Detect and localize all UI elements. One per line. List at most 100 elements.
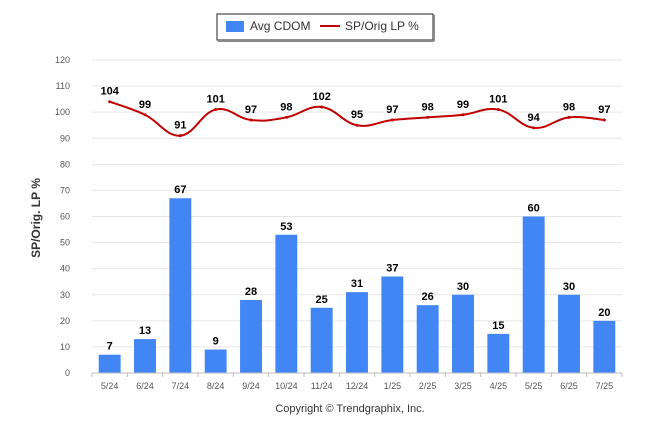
bar-data-label: 13 (139, 325, 151, 337)
legend-bar-label: Avg CDOM (250, 19, 310, 33)
bar (310, 307, 333, 373)
x-tick-label: 4/25 (490, 381, 508, 391)
y-tick-label: 10 (60, 342, 70, 352)
bar (416, 305, 439, 373)
copyright-text: Copyright © Trendgraphix, Inc. (275, 403, 424, 415)
data-labels: 7 13 67 9 28 53 25 31 37 26 30 15 60 30 20 104 99 91 101 97… (100, 86, 610, 353)
x-tick-label: 11/24 (311, 381, 333, 391)
y-tick-label: 60 (60, 212, 70, 222)
line-point (532, 126, 536, 130)
line-data-label: 101 (206, 94, 224, 106)
y-tick-label: 110 (56, 81, 70, 91)
bar-data-label: 30 (457, 281, 469, 293)
bar (381, 276, 404, 373)
y-tick-label: 0 (65, 368, 70, 378)
x-tick-label: 1/25 (384, 381, 402, 391)
bar-data-label: 67 (174, 184, 186, 196)
line-data-label: 99 (457, 99, 469, 111)
bar-data-label: 25 (316, 294, 328, 306)
bar-data-label: 26 (422, 291, 434, 303)
bar-data-label: 20 (598, 307, 610, 319)
x-tick-label: 7/24 (172, 381, 190, 391)
bar-data-label: 31 (351, 278, 363, 290)
line-data-label: 104 (100, 86, 119, 98)
y-tick-label: 90 (60, 133, 70, 143)
bar (346, 292, 368, 373)
line-series-sp-orig-lp (108, 100, 606, 138)
axes: 0 10 20 30 40 50 60 70 80 90 100 110 120 5/24 6/24 7/24… (55, 55, 623, 391)
y-tick-label: 70 (60, 185, 70, 195)
line-data-label: 97 (598, 104, 610, 116)
bar-series-avg-cdom (98, 198, 616, 373)
x-tick-label: 7/25 (596, 381, 614, 391)
bar (593, 320, 616, 373)
bar (275, 234, 298, 373)
line-point (567, 115, 571, 119)
bar (98, 354, 121, 373)
line-point (461, 113, 465, 117)
x-tick-label: 5/24 (101, 381, 119, 391)
bar (522, 216, 545, 373)
y-tick-label: 50 (60, 238, 70, 248)
bar (204, 349, 227, 373)
bar (240, 299, 262, 373)
x-tick-label: 12/24 (346, 381, 369, 391)
line-point (496, 108, 500, 112)
line-point (284, 115, 288, 119)
x-tick-label: 8/24 (207, 381, 225, 391)
y-tick-label: 80 (60, 159, 70, 169)
x-tick-label: 9/24 (242, 381, 260, 391)
bar-data-label: 7 (107, 341, 113, 353)
y-tick-label: 20 (60, 316, 70, 326)
line-data-label: 91 (174, 120, 186, 132)
bar (134, 339, 156, 373)
line-data-label: 98 (563, 101, 575, 113)
line-point (143, 113, 147, 117)
line-point (390, 118, 394, 122)
bar-data-label: 28 (245, 286, 257, 298)
bar (452, 294, 474, 373)
line-point (602, 118, 606, 122)
bar-data-label: 9 (213, 336, 219, 348)
x-tick-label: 10/24 (275, 381, 298, 391)
line-point (426, 115, 430, 119)
bar-data-label: 60 (528, 203, 540, 215)
line-point (178, 134, 182, 138)
x-tick-label: 3/25 (454, 381, 472, 391)
line-data-label: 98 (280, 101, 292, 113)
bar-data-label: 53 (280, 221, 292, 233)
line-data-label: 101 (489, 94, 507, 106)
line-point (320, 105, 324, 109)
line-data-label: 97 (245, 104, 257, 116)
x-tick-label: 6/25 (560, 381, 578, 391)
x-tick-label: 6/24 (136, 381, 154, 391)
bar (169, 198, 192, 373)
bar-data-label: 30 (563, 281, 575, 293)
line-data-label: 97 (386, 104, 398, 116)
line-data-label: 98 (422, 101, 434, 113)
bar-data-label: 37 (386, 262, 398, 274)
legend-line-label: SP/Orig LP % (345, 19, 419, 33)
y-tick-label: 40 (60, 264, 70, 274)
legend-bar-swatch (226, 21, 244, 32)
legend: Avg CDOM SP/Orig LP % (216, 13, 435, 42)
y-tick-label: 100 (55, 107, 70, 117)
line-data-label: 99 (139, 99, 151, 111)
line-point (214, 108, 218, 112)
x-tick-label: 2/25 (419, 381, 437, 391)
line-point (108, 100, 112, 104)
bar-data-label: 15 (492, 320, 504, 332)
y-tick-label: 30 (60, 290, 70, 300)
line-point (355, 123, 359, 127)
y-axis-title: SP/Orig. LP % (29, 178, 43, 258)
line-point (249, 118, 253, 122)
x-tick-label: 5/25 (525, 381, 543, 391)
bar (487, 333, 510, 373)
line-data-label: 102 (312, 91, 330, 103)
line-data-label: 94 (528, 112, 541, 124)
line-data-label: 95 (351, 109, 363, 121)
bar (558, 294, 580, 373)
y-tick-label: 120 (55, 55, 70, 65)
